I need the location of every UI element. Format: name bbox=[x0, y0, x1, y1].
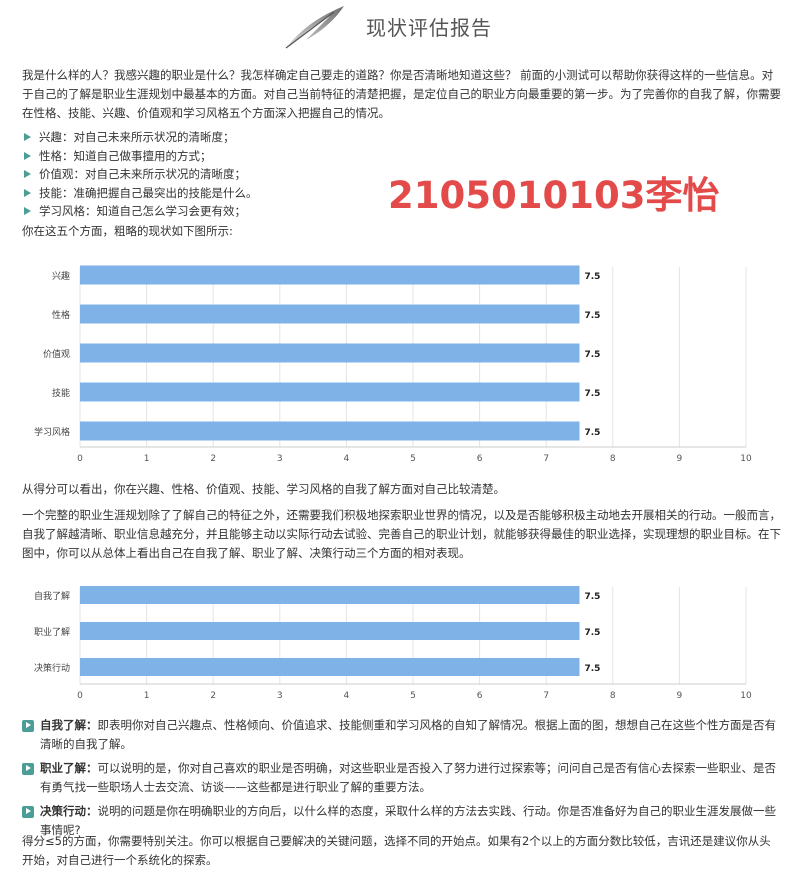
x-tick-label: 9 bbox=[677, 691, 683, 701]
value-label: 7.5 bbox=[585, 350, 601, 360]
chart1-summary: 从得分可以看出，你在兴趣、性格、价值观、技能、学习风格的自我了解方面对自己比较清… bbox=[22, 482, 505, 496]
category-label: 职业了解 bbox=[34, 626, 70, 638]
x-tick-label: 8 bbox=[610, 454, 616, 464]
list-item: 技能：准确把握自己最突出的技能是什么。 bbox=[22, 184, 422, 203]
triangle-bullet-icon bbox=[24, 207, 31, 216]
category-label: 价值观 bbox=[43, 348, 70, 360]
triangle-bullet-icon bbox=[24, 151, 31, 160]
x-tick-label: 2 bbox=[210, 454, 216, 464]
value-label: 7.5 bbox=[585, 272, 601, 282]
career-planning-paragraph: 一个完整的职业生涯规划除了了解自己的特征之外，还需要我们积极地探索职业世界的情况… bbox=[22, 508, 781, 560]
category-label: 学习风格 bbox=[34, 426, 70, 438]
x-tick-label: 4 bbox=[344, 454, 350, 464]
x-tick-label: 3 bbox=[277, 454, 283, 464]
feather-icon bbox=[285, 6, 344, 49]
definition-career-knowledge: 职业了解：可以说明的是，你对自己喜欢的职业是否明确，对这些职业是否投入了努力进行… bbox=[22, 759, 782, 797]
page-title: 现状评估报告 bbox=[366, 16, 492, 40]
play-bullet-icon bbox=[22, 719, 34, 732]
value-label: 7.5 bbox=[585, 428, 601, 438]
category-label: 兴趣 bbox=[52, 270, 70, 282]
x-tick-label: 4 bbox=[344, 691, 350, 701]
x-tick-label: 3 bbox=[277, 691, 283, 701]
x-tick-label: 2 bbox=[210, 691, 216, 701]
bar bbox=[80, 265, 580, 285]
bar bbox=[80, 586, 580, 604]
bar bbox=[80, 382, 580, 402]
x-tick-label: 0 bbox=[77, 454, 83, 464]
triangle-bullet-icon bbox=[24, 133, 31, 142]
x-tick-label: 8 bbox=[610, 691, 616, 701]
x-tick-label: 5 bbox=[410, 454, 416, 464]
x-tick-label: 1 bbox=[144, 454, 150, 464]
triangle-bullet-icon bbox=[24, 170, 31, 179]
definition-self-knowledge: 自我了解：即表明你对自己兴趣点、性格倾向、价值追求、技能侧重和学习风格的自知了解… bbox=[22, 716, 782, 754]
category-label: 自我了解 bbox=[34, 590, 70, 602]
closing-paragraph: 得分≤5的方面，你需要特别关注。你可以根据自己要解决的关键问题，选择不同的开始点… bbox=[22, 834, 771, 867]
report-header: 现状评估报告 bbox=[0, 0, 802, 56]
category-label: 技能 bbox=[52, 387, 70, 399]
bar bbox=[80, 622, 580, 640]
x-tick-label: 6 bbox=[477, 454, 483, 464]
category-label: 性格 bbox=[52, 309, 70, 321]
x-tick-label: 7 bbox=[543, 691, 549, 701]
bar bbox=[80, 343, 580, 363]
aspect-list: 兴趣：对自己未来所示状况的清晰度； 性格：知道自己做事擅用的方式； 价值观：对自… bbox=[22, 128, 422, 221]
value-label: 7.5 bbox=[585, 311, 601, 321]
x-tick-label: 0 bbox=[77, 691, 83, 701]
value-label: 7.5 bbox=[585, 592, 601, 602]
bar bbox=[80, 421, 580, 441]
list-item: 兴趣：对自己未来所示状况的清晰度； bbox=[22, 128, 422, 147]
chart1-caption: 你在这五个方面，粗略的现状如下图所示: bbox=[22, 224, 233, 238]
list-item: 学习风格：知道自己怎么学习会更有效； bbox=[22, 202, 422, 221]
x-tick-label: 10 bbox=[740, 691, 752, 701]
play-bullet-icon bbox=[22, 805, 34, 818]
value-label: 7.5 bbox=[585, 664, 601, 674]
self-assessment-bar-chart: 0 1 2 3 4 5 6 7 8 9 10 兴趣 7.5 性格 7.5 价值观 7.5 技能 7.5 学习风格 7.5 bbox=[34, 265, 752, 464]
x-tick-label: 9 bbox=[677, 454, 683, 464]
play-bullet-icon bbox=[22, 762, 34, 775]
list-item: 性格：知道自己做事擅用的方式； bbox=[22, 147, 422, 166]
definition-decision-action: 决策行动：说明的问题是你在明确职业的方向后，以什么样的态度，采取什么样的方法去实… bbox=[22, 802, 782, 840]
triangle-bullet-icon bbox=[24, 188, 31, 197]
list-item: 价值观：对自己未来所示状况的清晰度； bbox=[22, 165, 422, 184]
definition-list: 自我了解：即表明你对自己兴趣点、性格倾向、价值追求、技能侧重和学习风格的自知了解… bbox=[22, 716, 782, 845]
x-tick-label: 1 bbox=[144, 691, 150, 701]
overall-performance-bar-chart: 0 1 2 3 4 5 6 7 8 9 10 自我了解 7.5 职业了解 7.5 决策行动 7.5 bbox=[34, 586, 752, 701]
x-tick-label: 10 bbox=[740, 454, 752, 464]
value-label: 7.5 bbox=[585, 628, 601, 638]
bar bbox=[80, 658, 580, 676]
x-tick-label: 5 bbox=[410, 691, 416, 701]
value-label: 7.5 bbox=[585, 389, 601, 399]
bar bbox=[80, 304, 580, 324]
intro-paragraph: 我是什么样的人？我感兴趣的职业是什么？我怎样确定自己要走的道路？你是否清晰地知道… bbox=[22, 68, 781, 120]
category-label: 决策行动 bbox=[34, 662, 70, 674]
x-tick-label: 7 bbox=[543, 454, 549, 464]
student-id-stamp: 2105010103李怡 bbox=[388, 174, 720, 217]
x-tick-label: 6 bbox=[477, 691, 483, 701]
